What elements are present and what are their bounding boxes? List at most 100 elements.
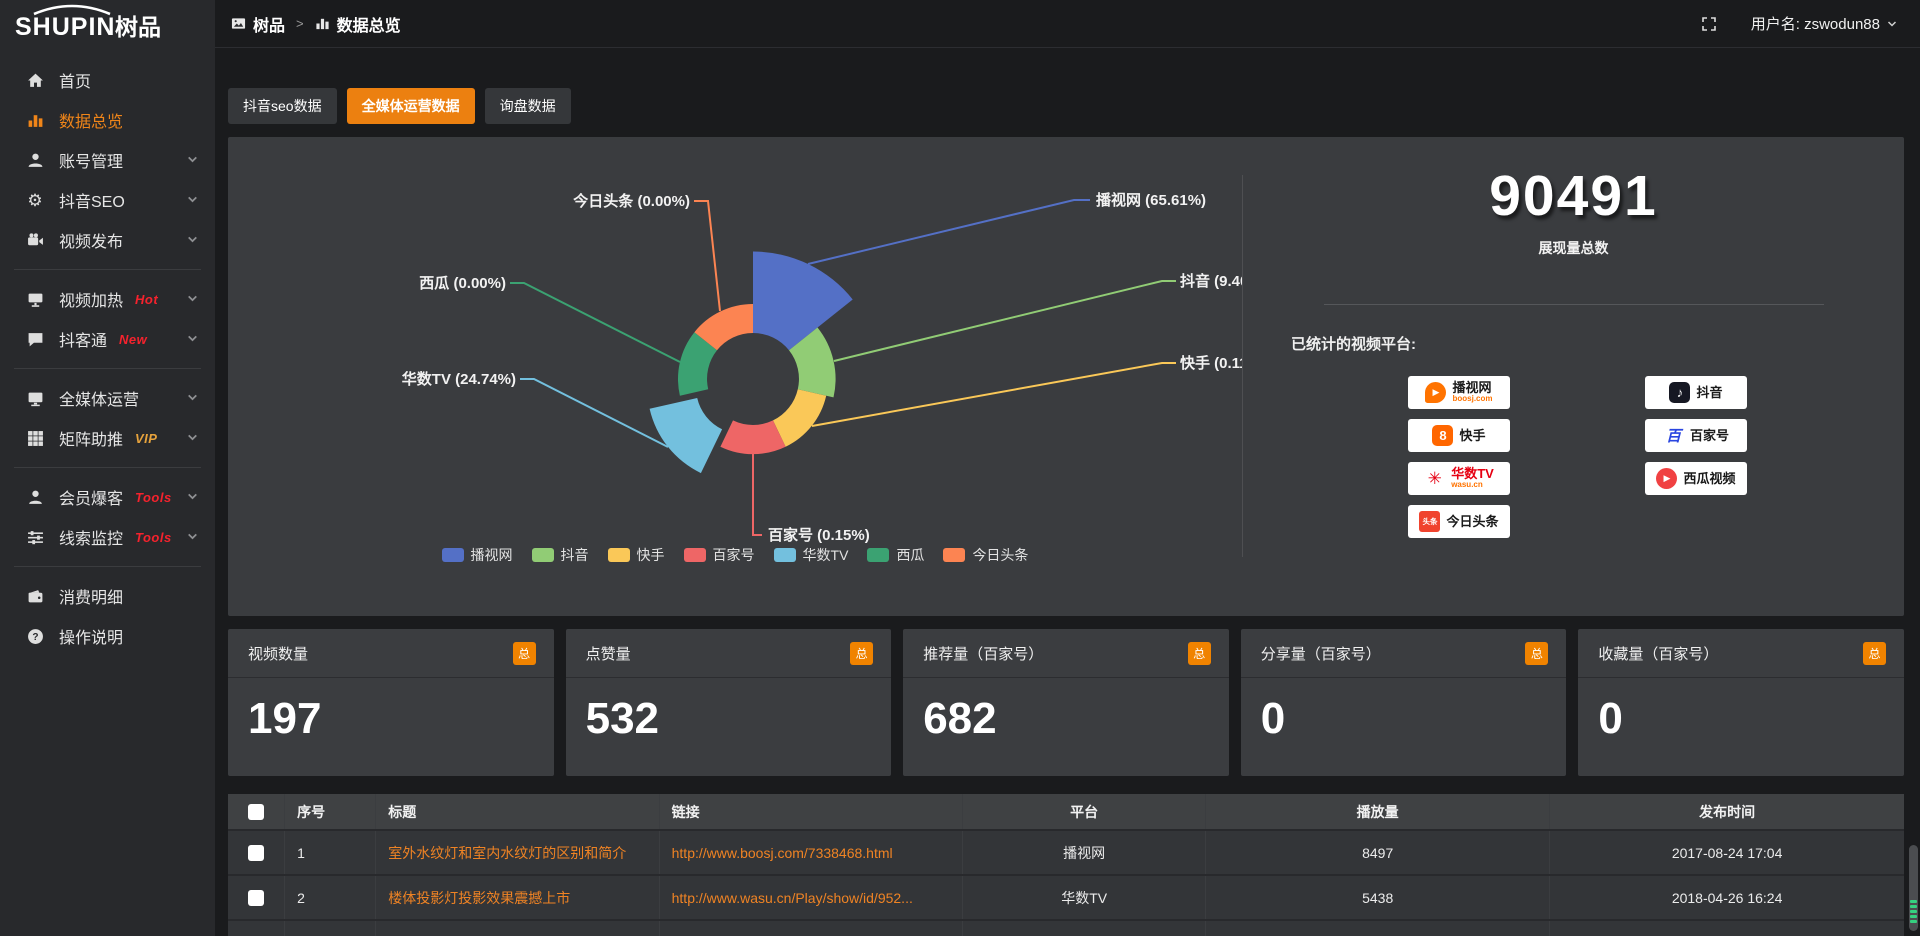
pie-slice-5[interactable]: [678, 332, 717, 396]
cell-platform: 华数TV: [962, 874, 1207, 920]
pie-slice-2[interactable]: [773, 389, 827, 447]
screen-icon: [24, 291, 46, 308]
legend-item-3[interactable]: 百家号: [683, 545, 755, 565]
pie-label-line: [807, 199, 1090, 265]
sidebar-item-matrix-boost[interactable]: 矩阵助推 VIP: [0, 418, 215, 458]
card-value: 682: [923, 694, 997, 743]
stat-cards: 视频数量总 197 点赞量总 532 推荐量（百家号）总 682 分享量（百家号）总 0 收藏量…: [228, 629, 1904, 776]
stat-card-2: 推荐量（百家号） 总 682: [903, 629, 1229, 776]
douyin-logo-icon: ♪: [1669, 382, 1691, 403]
pie-slice-4[interactable]: [649, 398, 723, 474]
legend-label: 快手: [636, 547, 665, 563]
legend-label: 播视网: [470, 547, 513, 563]
member-icon: [24, 489, 46, 506]
question-icon: ?: [24, 628, 46, 645]
pie-slice-3[interactable]: [720, 420, 786, 455]
sidebar-item-label: 首页: [59, 74, 92, 91]
legend-item-0[interactable]: 播视网: [441, 545, 513, 565]
total-badge: 总: [512, 642, 536, 665]
pie-label: 快手 (0.11%): [1180, 354, 1242, 372]
platform-name: 西瓜视频: [1683, 470, 1736, 486]
pie-slice-0[interactable]: [753, 251, 853, 351]
sidebar-item-data-overview[interactable]: 数据总览: [0, 100, 215, 140]
legend-item-4[interactable]: 华数TV: [773, 545, 848, 565]
overview-panel: 播视网 (65.61%) 抖音 (9.40%) 快手 (0.11%) 百家号 (0.1…: [228, 137, 1904, 616]
breadcrumb-current: 数据总览: [336, 17, 401, 35]
video-camera-icon: [24, 232, 46, 249]
baijiahao-logo-icon: 百: [1665, 428, 1681, 445]
select-all-checkbox[interactable]: [248, 804, 265, 821]
stat-card-1: 点赞量 总 532: [565, 629, 892, 776]
row-checkbox[interactable]: [248, 845, 265, 862]
legend-item-6[interactable]: 今日头条: [943, 545, 1028, 565]
summary-divider: [1323, 304, 1824, 305]
pie-slice-6[interactable]: [694, 304, 753, 351]
sidebar-item-account-manage[interactable]: 账号管理: [0, 140, 215, 180]
gear-icon: ⚙: [27, 190, 43, 210]
cell-time: 2018-04-26 16:24: [1549, 874, 1904, 920]
cell-plays: 5438: [1205, 874, 1551, 920]
breadcrumb-root[interactable]: 树品: [253, 17, 286, 35]
user-menu[interactable]: 用户名: zswodun88: [1751, 13, 1898, 34]
pie-slice-1[interactable]: [789, 327, 836, 398]
total-badge: 总: [1862, 642, 1886, 665]
cell-link[interactable]: http://www.boosj.com/7338468.html: [659, 829, 964, 875]
platform-badge-douyin: ♪ 抖音: [1645, 376, 1747, 409]
sliders-icon: [24, 529, 46, 546]
sidebar-item-video-heat[interactable]: 视频加热 Hot: [0, 279, 215, 319]
sidebar-item-douketong[interactable]: 抖客通 New: [0, 319, 215, 359]
cell-link[interactable]: http://www.wasu.cn/Play/show/id/952...: [659, 874, 964, 920]
table-row-1: 2 楼体投影灯投影效果震撼上市 http://www.wasu.cn/Play/sh…: [228, 874, 1904, 920]
sidebar-item-badge: VIP: [135, 430, 158, 446]
rose-pie-chart: 播视网 (65.61%) 抖音 (9.40%) 快手 (0.11%) 百家号 (0.1…: [402, 191, 1242, 544]
sidebar-item-douyin-seo[interactable]: ⚙ 抖音SEO: [0, 180, 215, 220]
cell-platform: 播视网: [962, 829, 1207, 875]
home-icon: [24, 72, 46, 89]
xigua-logo-icon: ▶: [1656, 468, 1678, 489]
legend-item-5[interactable]: 西瓜: [867, 545, 924, 565]
scrollbar-thumb[interactable]: [1909, 845, 1918, 931]
card-value: 532: [585, 694, 660, 743]
logo-text-cn: 树品: [115, 14, 161, 40]
total-impressions-label: 展现量总数: [1538, 240, 1609, 256]
video-table-panel: 序号 标题 链接 平台 播放量 发布时间 1 室外水纹灯和室内水纹灯的区别和简介 http:/…: [228, 794, 1904, 936]
sidebar-item-home[interactable]: 首页: [0, 60, 215, 100]
wasu-logo-icon: ✳: [1427, 468, 1442, 488]
platform-badge-toutiao: 头条 今日头条: [1408, 505, 1510, 538]
platform-name: 今日头条: [1446, 513, 1499, 529]
sidebar-item-help[interactable]: ? 操作说明: [0, 616, 215, 656]
card-title: 推荐量（百家号）: [923, 646, 1044, 663]
sidebar-item-clue-monitor[interactable]: 线索监控 Tools: [0, 517, 215, 557]
chevron-down-icon: [186, 193, 199, 211]
tab-inquiry-data[interactable]: 询盘数据: [484, 88, 571, 124]
sidebar-item-video-publish[interactable]: 视频发布: [0, 220, 215, 260]
total-badge: 总: [1187, 642, 1211, 665]
sidebar-item-member-baoke[interactable]: 会员爆客 Tools: [0, 477, 215, 517]
tab-douyin-seo-data[interactable]: 抖音seo数据: [228, 88, 337, 124]
pie-label-line: [520, 378, 669, 448]
card-value: 0: [1598, 694, 1623, 743]
platform-badge-baijiahao: 百百家号: [1645, 419, 1747, 452]
cell-title[interactable]: 楼体投影灯投影效果震撼上市: [375, 874, 660, 920]
sidebar-item-consume-detail[interactable]: 消费明细: [0, 576, 215, 616]
wallet-icon: [24, 588, 46, 605]
sidebar-item-media-operation[interactable]: 全媒体运营: [0, 378, 215, 418]
cell-title[interactable]: 室外水纹灯和室内水纹灯的区别和简介: [375, 829, 660, 875]
cell-link[interactable]: [659, 919, 964, 936]
bar-chart-icon: [315, 16, 330, 31]
chevron-down-icon: [186, 431, 199, 449]
legend-swatch: [531, 548, 554, 562]
platform-badge-boosj: ▶ 播视网 boosj.com: [1408, 376, 1510, 409]
row-checkbox[interactable]: [248, 890, 265, 907]
cell-title[interactable]: [375, 919, 660, 936]
card-value: 197: [248, 694, 322, 743]
sidebar-item-badge: Tools: [135, 489, 172, 505]
chevron-down-icon: [1887, 20, 1897, 27]
legend-item-2[interactable]: 快手: [607, 545, 665, 565]
fullscreen-icon[interactable]: [1701, 16, 1717, 32]
tab-media-operation-data[interactable]: 全媒体运营数据: [346, 88, 475, 124]
toutiao-logo-icon: 头条: [1419, 511, 1441, 532]
legend-item-1[interactable]: 抖音: [531, 545, 589, 565]
pie-label-line: [833, 280, 1176, 362]
legend-swatch: [683, 548, 706, 562]
